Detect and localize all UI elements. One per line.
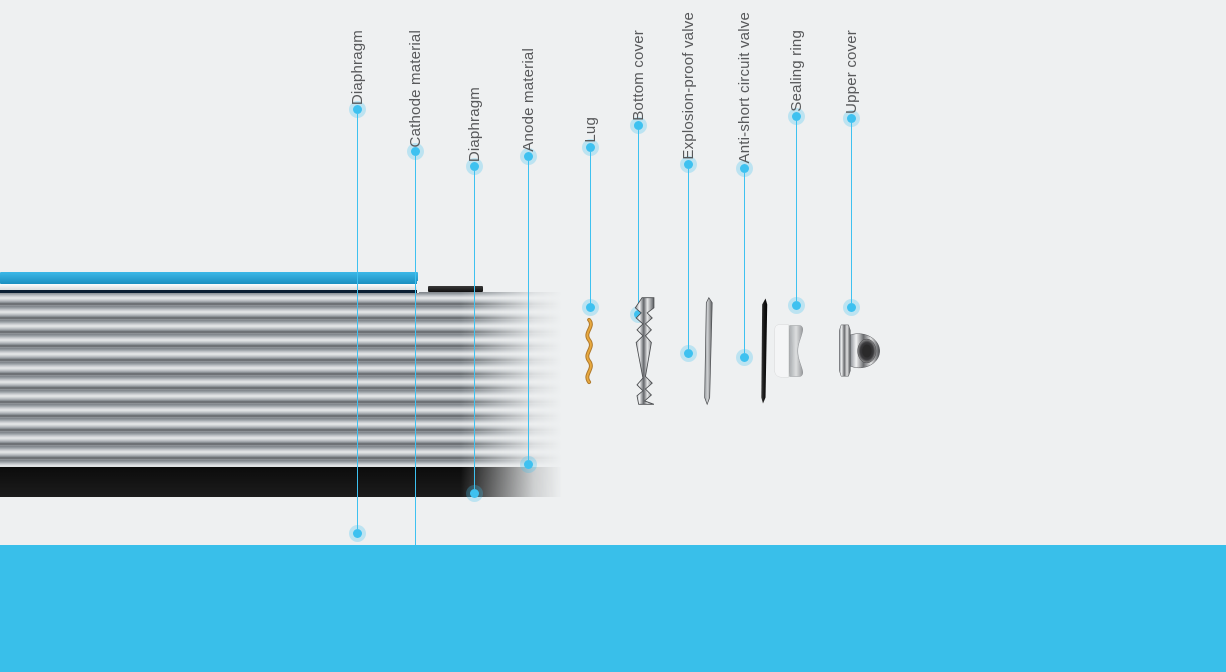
upper-cover-icon [824,296,894,406]
callout-dot-top-diaphragm-1 [353,105,362,114]
callout-label-cathode-material: Cathode material [407,30,424,147]
callout-dot-top-bottom-cover [634,121,643,130]
callout-dot-top-lug [586,143,595,152]
callout-label-anti-short-circuit-valve: Anti-short circuit valve [736,12,753,164]
callout-line-diaphragm-2 [474,171,476,489]
callout-anode-material: Anode material [520,48,537,469]
callout-line-upper-cover [851,123,853,303]
callout-dot-top-sealing-ring [792,112,801,121]
callout-label-sealing-ring: Sealing ring [788,30,805,112]
callout-dot-top-diaphragm-2 [470,162,479,171]
callout-dot-top-anti-short-circuit-valve [740,164,749,173]
callout-dot-top-cathode-material [411,147,420,156]
callout-label-diaphragm-2: Diaphragm [466,87,483,162]
callout-diaphragm-2: Diaphragm [466,87,483,498]
callout-label-diaphragm-1: Diaphragm [349,30,366,105]
callout-line-lug [590,152,592,303]
callout-lug: Lug [582,117,599,312]
callout-label-explosion-proof-valve: Explosion-proof valve [680,12,697,160]
callout-label-anode-material: Anode material [520,48,537,152]
callout-line-cathode-material [415,156,417,551]
callout-dot-bottom-diaphragm-1 [353,529,362,538]
callout-dot-top-anode-material [524,152,533,161]
callout-line-diaphragm-1 [357,114,359,529]
callout-label-lug: Lug [582,117,599,143]
callout-bottom-cover: Bottom cover [630,30,647,319]
callout-line-anode-material [528,161,530,460]
callout-line-sealing-ring [796,121,798,301]
callout-cathode-material: Cathode material [407,30,424,560]
callout-dot-top-upper-cover [847,114,856,123]
callout-label-upper-cover: Upper cover [843,30,860,114]
callout-diaphragm-1: Diaphragm [349,30,366,538]
safety-banner [0,545,1226,672]
callout-line-bottom-cover [638,130,640,310]
battery-safety-infographic: Diaphragm Cathode material Diaphragm Anode … [0,0,1226,672]
callout-dot-bottom-anode-material [524,460,533,469]
callout-sealing-ring: Sealing ring [788,30,805,310]
callout-upper-cover: Upper cover [843,30,860,312]
callout-label-bottom-cover: Bottom cover [630,30,647,121]
callout-dot-bottom-diaphragm-2 [470,489,479,498]
callout-dot-top-explosion-proof-valve [684,160,693,169]
